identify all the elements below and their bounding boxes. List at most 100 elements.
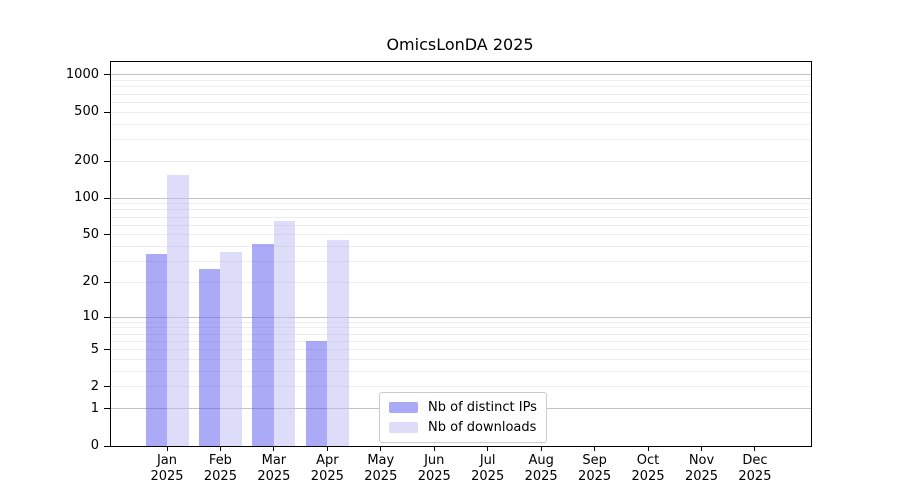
x-tick-year: 2025 [684, 469, 719, 484]
x-axis: Jan 2025 Feb 2025 Mar 2025 Apr 2025 May 2025 Jun 20… [111, 62, 811, 484]
legend-item-downloads: Nb of downloads [389, 419, 537, 436]
bar-nb-of-downloads-jan [167, 174, 189, 446]
bar-nb-of-distinct-ips-apr [305, 341, 328, 446]
x-tick-year: 2025 [364, 469, 398, 484]
x-tick-month: Mar [261, 453, 287, 468]
x-tick-label-oct: Oct 2025 [618, 453, 678, 485]
x-tick-label-jan: Jan 2025 [137, 453, 197, 485]
gridline-minor-5 [111, 349, 811, 351]
y-tick-label-50: 50 [82, 226, 99, 242]
x-tick-month: Jun [424, 453, 445, 468]
bar-nb-of-downloads-feb [220, 252, 242, 446]
x-tick-mar [273, 446, 275, 451]
bar-nb-of-distinct-ips-mar [252, 243, 274, 446]
gridline-minor-9 [111, 321, 811, 323]
gridline-minor-90 [111, 203, 811, 205]
x-tick-label-mar: Mar 2025 [244, 453, 304, 485]
gridline-minor-80 [111, 209, 811, 211]
x-tick-month: Nov [688, 453, 715, 468]
x-tick-month: Oct [636, 453, 660, 468]
gridline-minor-200 [111, 160, 811, 162]
legend-label-downloads: Nb of downloads [428, 420, 537, 435]
gridline-major-100 [111, 197, 811, 199]
x-tick-year: 2025 [150, 469, 184, 484]
gridline-minor-7 [111, 333, 811, 335]
gridline-minor-40 [111, 246, 811, 248]
y-tick-20 [104, 281, 110, 283]
x-tick-nov [701, 446, 702, 451]
x-tick-label-apr: Apr 2025 [297, 453, 357, 485]
x-tick-label-jun: Jun 2025 [404, 453, 464, 485]
x-tick-year: 2025 [203, 469, 237, 484]
x-tick-label-nov: Nov 2025 [672, 453, 732, 485]
legend-swatch-downloads [389, 422, 418, 433]
plot-area: 1000 500 200 100 50 20 10 5 2 1 0 Jan 2025 Feb 2025 Ma… [66, 61, 812, 484]
x-tick-label-aug: Aug 2025 [511, 453, 571, 485]
gridline-minor-900 [111, 80, 811, 82]
gridline-major-1000 [111, 74, 811, 76]
y-tick-label-2: 2 [90, 378, 99, 394]
legend-label-distinct-ips: Nb of distinct IPs [428, 400, 537, 415]
y-tick-200 [104, 160, 110, 162]
gridline-minor-3 [111, 371, 811, 373]
y-tick-2 [104, 386, 110, 388]
x-tick-month: Apr [316, 453, 339, 468]
grid-layer [111, 62, 811, 446]
gridline-minor-700 [111, 93, 811, 95]
gridline-minor-6 [111, 340, 811, 342]
x-tick-month: Sep [582, 453, 607, 468]
bar-layer [111, 62, 811, 446]
y-tick-label-0: 0 [90, 438, 99, 453]
y-tick-0 [104, 445, 110, 447]
y-tick-500 [104, 111, 110, 113]
y-tick-label-500: 500 [74, 104, 99, 120]
x-tick-year: 2025 [524, 469, 558, 484]
x-tick-year: 2025 [310, 469, 344, 484]
y-tick-label-100: 100 [74, 190, 99, 206]
bar-nb-of-distinct-ips-feb [198, 268, 221, 446]
x-tick-feb [219, 446, 221, 451]
y-tick-label-5: 5 [90, 341, 99, 357]
y-tick-label-1000: 1000 [65, 66, 99, 82]
y-axis: 1000 500 200 100 50 20 10 5 2 1 0 [66, 62, 811, 453]
x-tick-label-may: May 2025 [351, 453, 411, 485]
legend: Nb of distinct IPs Nb of downloads [379, 392, 547, 443]
gridline-minor-70 [111, 216, 811, 218]
gridline-minor-30 [111, 261, 811, 263]
x-tick-year: 2025 [738, 469, 772, 484]
legend-swatch-distinct-ips [389, 402, 418, 413]
x-tick-may [380, 446, 382, 451]
gridline-minor-8 [111, 327, 811, 329]
y-tick-1000 [104, 74, 110, 76]
x-tick-year: 2025 [471, 469, 505, 484]
y-tick-50 [104, 234, 110, 236]
y-tick-5 [104, 349, 110, 351]
x-tick-month: Dec [742, 453, 768, 468]
x-tick-month: Aug [528, 453, 554, 468]
gridline-minor-500 [111, 111, 811, 113]
x-tick-year: 2025 [257, 469, 291, 484]
x-tick-month: Feb [208, 453, 232, 468]
x-tick-year: 2025 [631, 469, 665, 484]
gridline-minor-400 [111, 123, 811, 125]
x-tick-label-jul: Jul 2025 [458, 453, 518, 485]
y-tick-10 [104, 316, 110, 318]
x-tick-year: 2025 [417, 469, 451, 484]
y-tick-label-1: 1 [90, 400, 99, 416]
gridline-minor-300 [111, 138, 811, 140]
x-tick-dec [754, 446, 756, 451]
x-tick-label-feb: Feb 2025 [190, 453, 250, 485]
x-tick-aug [540, 446, 542, 451]
gridline-minor-20 [111, 281, 811, 283]
x-tick-jun [433, 446, 435, 451]
x-tick-jan [166, 446, 168, 451]
x-tick-sep [594, 446, 596, 451]
y-tick-label-200: 200 [74, 153, 99, 169]
y-tick-label-20: 20 [82, 274, 99, 290]
x-tick-month: May [367, 453, 395, 468]
x-tick-jul [487, 446, 489, 451]
gridline-minor-60 [111, 224, 811, 226]
y-tick-label-10: 10 [82, 309, 99, 325]
x-tick-label-dec: Dec 2025 [725, 453, 785, 485]
